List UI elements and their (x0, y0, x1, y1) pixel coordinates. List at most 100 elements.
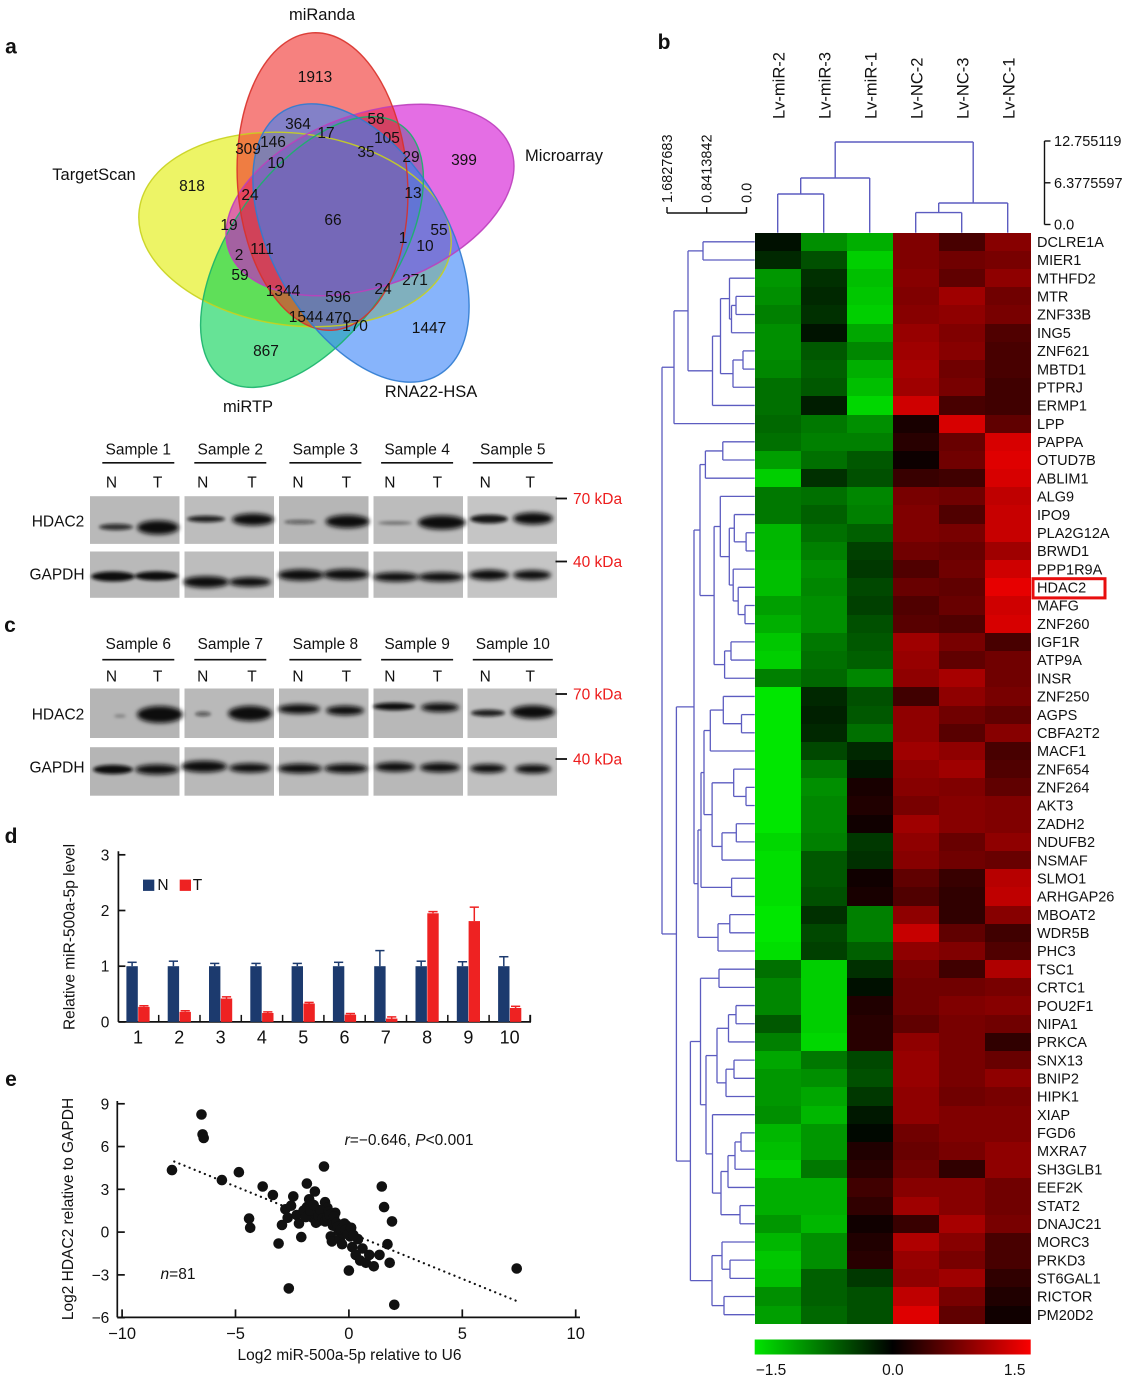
svg-text:Lv-miR-3: Lv-miR-3 (817, 52, 835, 119)
svg-text:NIPA1: NIPA1 (1037, 1017, 1078, 1033)
svg-text:ZNF250: ZNF250 (1037, 690, 1089, 706)
svg-text:MIER1: MIER1 (1037, 253, 1081, 269)
svg-text:T: T (525, 669, 535, 686)
svg-text:TSC1: TSC1 (1037, 962, 1074, 978)
svg-text:867: 867 (253, 343, 279, 360)
svg-text:PHC3: PHC3 (1037, 944, 1076, 960)
svg-text:T: T (342, 475, 352, 492)
svg-text:Log2 HDAC2 relative to GAPDH: Log2 HDAC2 relative to GAPDH (60, 1098, 77, 1320)
svg-text:111: 111 (250, 241, 274, 258)
svg-text:RNA22-HSA: RNA22-HSA (385, 383, 478, 401)
svg-text:LPP: LPP (1037, 417, 1064, 433)
svg-text:35: 35 (357, 144, 374, 161)
svg-text:24: 24 (374, 281, 392, 298)
svg-text:1447: 1447 (412, 320, 446, 337)
svg-text:−1.5: −1.5 (756, 1362, 787, 1379)
svg-text:N: N (384, 669, 395, 686)
svg-text:596: 596 (325, 289, 351, 306)
svg-text:T: T (525, 475, 535, 492)
svg-text:ZADH2: ZADH2 (1037, 817, 1085, 833)
svg-text:Lv-miR-1: Lv-miR-1 (863, 52, 881, 119)
svg-text:5: 5 (298, 1028, 308, 1048)
svg-text:1913: 1913 (298, 69, 332, 86)
svg-text:399: 399 (451, 152, 477, 169)
svg-text:IGF1R: IGF1R (1037, 635, 1080, 651)
svg-text:SH3GLB1: SH3GLB1 (1037, 1162, 1102, 1178)
svg-text:40 kDa: 40 kDa (573, 752, 622, 769)
svg-text:MTHFD2: MTHFD2 (1037, 271, 1096, 287)
svg-text:BRWD1: BRWD1 (1037, 544, 1089, 560)
svg-text:170: 170 (342, 318, 368, 335)
svg-text:ZNF264: ZNF264 (1037, 781, 1089, 797)
svg-text:T: T (342, 669, 352, 686)
svg-text:T: T (153, 669, 163, 686)
svg-text:PPP1R9A: PPP1R9A (1037, 562, 1103, 578)
svg-text:ABLIM1: ABLIM1 (1037, 471, 1089, 487)
svg-text:146: 146 (260, 134, 286, 151)
svg-text:17: 17 (317, 125, 334, 142)
svg-text:MXRA7: MXRA7 (1037, 1144, 1087, 1160)
svg-text:DCLRE1A: DCLRE1A (1037, 235, 1104, 251)
svg-text:13: 13 (404, 185, 421, 202)
svg-text:2: 2 (235, 247, 244, 264)
svg-text:Sample 8: Sample 8 (293, 636, 358, 653)
svg-text:ST6GAL1: ST6GAL1 (1037, 1272, 1101, 1288)
svg-text:70 kDa: 70 kDa (573, 687, 622, 704)
svg-text:Sample 5: Sample 5 (480, 442, 545, 459)
svg-text:1: 1 (101, 959, 110, 976)
svg-text:PAPPA: PAPPA (1037, 435, 1084, 451)
svg-text:MBTD1: MBTD1 (1037, 362, 1086, 378)
svg-text:Sample 9: Sample 9 (384, 636, 449, 653)
svg-text:Lv-NC-1: Lv-NC-1 (1001, 58, 1019, 119)
svg-text:−6: −6 (92, 1310, 110, 1327)
svg-text:1544: 1544 (289, 309, 324, 326)
svg-text:470: 470 (326, 310, 352, 327)
svg-text:RICTOR: RICTOR (1037, 1290, 1092, 1306)
svg-text:6: 6 (339, 1028, 349, 1048)
svg-text:SLMO1: SLMO1 (1037, 871, 1086, 887)
svg-text:HIPK1: HIPK1 (1037, 1090, 1079, 1106)
svg-text:MAFG: MAFG (1037, 599, 1079, 615)
svg-text:GAPDH: GAPDH (29, 567, 84, 584)
svg-text:ZNF621: ZNF621 (1037, 344, 1089, 360)
svg-text:IPO9: IPO9 (1037, 508, 1070, 524)
svg-text:0.0: 0.0 (882, 1362, 904, 1379)
svg-text:1: 1 (399, 230, 408, 247)
svg-text:N: N (197, 669, 208, 686)
svg-text:3: 3 (101, 847, 110, 864)
svg-text:Relative miR-500a-5p level: Relative miR-500a-5p level (61, 844, 78, 1030)
svg-text:0: 0 (344, 1325, 353, 1343)
svg-text:ZNF260: ZNF260 (1037, 617, 1089, 633)
svg-text:N: N (157, 877, 168, 894)
svg-text:miRTP: miRTP (223, 398, 273, 416)
svg-text:0: 0 (101, 1014, 110, 1031)
svg-text:STAT2: STAT2 (1037, 1199, 1080, 1215)
svg-text:TargetScan: TargetScan (52, 166, 135, 184)
svg-text:a: a (5, 36, 17, 59)
svg-text:N: N (292, 669, 303, 686)
svg-text:e: e (5, 1068, 17, 1091)
svg-text:AKT3: AKT3 (1037, 799, 1073, 815)
svg-text:Sample 1: Sample 1 (106, 442, 171, 459)
svg-text:MBOAT2: MBOAT2 (1037, 908, 1096, 924)
svg-text:1.6827683: 1.6827683 (660, 134, 676, 203)
svg-text:6.3775597: 6.3775597 (1054, 176, 1123, 192)
svg-text:7: 7 (381, 1028, 391, 1048)
svg-text:2: 2 (174, 1028, 184, 1048)
svg-text:OTUD7B: OTUD7B (1037, 453, 1096, 469)
svg-text:T: T (153, 475, 163, 492)
svg-text:N: N (197, 475, 208, 492)
svg-text:10: 10 (267, 155, 285, 172)
svg-text:N: N (106, 669, 117, 686)
svg-text:Lv-NC-3: Lv-NC-3 (955, 58, 973, 119)
svg-text:58: 58 (367, 111, 384, 128)
svg-text:−5: −5 (226, 1325, 245, 1343)
svg-text:SNX13: SNX13 (1037, 1053, 1083, 1069)
svg-text:10: 10 (500, 1028, 520, 1048)
svg-text:GAPDH: GAPDH (29, 760, 84, 777)
svg-text:HDAC2: HDAC2 (32, 707, 85, 724)
svg-text:T: T (433, 669, 443, 686)
svg-text:T: T (193, 877, 203, 894)
svg-text:0.0: 0.0 (1054, 218, 1074, 234)
svg-text:b: b (658, 31, 671, 54)
